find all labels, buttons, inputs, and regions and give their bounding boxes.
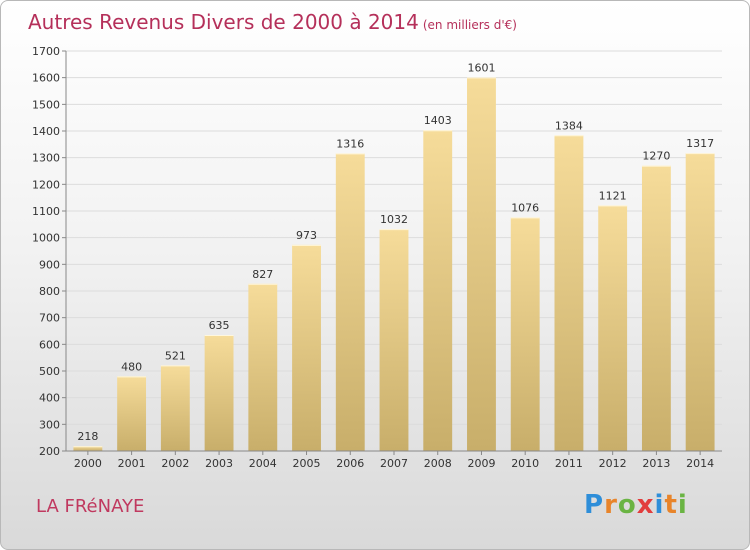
x-tick-label: 2004 [249,457,277,470]
chart-title-text: Autres Revenus Divers de 2000 à 2014 [28,10,419,34]
data-label: 480 [121,360,142,373]
place-name: LA FRéNAYE [36,496,145,517]
y-tick-label: 500 [39,365,60,378]
data-label: 218 [77,430,98,443]
x-tick-label: 2005 [293,457,321,470]
data-label: 1384 [555,119,583,132]
data-label: 827 [252,268,273,281]
logo-letter: x [636,490,655,520]
y-tick-label: 200 [39,445,60,458]
bar [73,446,103,451]
x-tick-label: 2013 [642,457,670,470]
x-tick-label: 2002 [161,457,189,470]
y-tick-label: 400 [39,392,60,405]
x-tick-label: 2006 [336,457,364,470]
x-tick-label: 2010 [511,457,539,470]
x-tick-label: 2012 [599,457,627,470]
y-tick-label: 300 [39,418,60,431]
logo-letter: P [584,490,605,520]
bar [685,153,715,451]
data-label: 1032 [380,213,408,226]
data-label: 973 [296,229,317,242]
chart-title: Autres Revenus Divers de 2000 à 2014 (en … [28,10,517,34]
bar [248,283,278,451]
bar [117,376,147,451]
data-label: 521 [165,349,186,362]
bar [423,130,453,451]
x-tick-label: 2007 [380,457,408,470]
y-tick-label: 800 [39,285,60,298]
bar [598,205,628,451]
x-tick-label: 2008 [424,457,452,470]
bar [379,229,409,451]
y-tick-label: 900 [39,258,60,271]
x-tick-label: 2011 [555,457,583,470]
data-label: 1270 [642,150,670,163]
logo-letter: r [604,490,618,520]
x-tick-label: 2001 [118,457,146,470]
bar [641,165,671,451]
y-tick-label: 700 [39,312,60,325]
x-tick-label: 2009 [467,457,495,470]
logo-letter: o [617,490,637,520]
y-tick-label: 1100 [32,205,60,218]
y-tick-label: 1000 [32,232,60,245]
x-tick-label: 2003 [205,457,233,470]
y-tick-label: 1400 [32,125,60,138]
unit-note: (en milliers d'€) [422,18,517,32]
x-tick-label: 2000 [74,457,102,470]
data-label: 1076 [511,201,539,214]
logo-letter: i [654,490,665,520]
bar [510,217,540,451]
bar [160,365,190,451]
y-tick-label: 600 [39,338,60,351]
y-tick-label: 1500 [32,98,60,111]
bar [554,135,584,451]
x-tick-label: 2014 [686,457,714,470]
logo-letter: i [677,490,688,520]
data-label: 1601 [467,61,495,74]
proxiti-logo: Proxiti [584,490,688,520]
data-label: 1121 [599,189,627,202]
bar [467,77,496,452]
logo-letter: t [664,490,678,520]
bar [335,153,365,451]
data-label: 1403 [424,114,452,127]
y-tick-label: 1600 [32,72,60,85]
y-tick-label: 1700 [32,45,60,58]
data-label: 1316 [336,137,364,150]
data-label: 635 [209,319,230,332]
y-tick-label: 1200 [32,178,60,191]
y-tick-label: 1300 [32,152,60,165]
data-label: 1317 [686,137,714,150]
bar [292,244,321,451]
bar [204,335,234,451]
